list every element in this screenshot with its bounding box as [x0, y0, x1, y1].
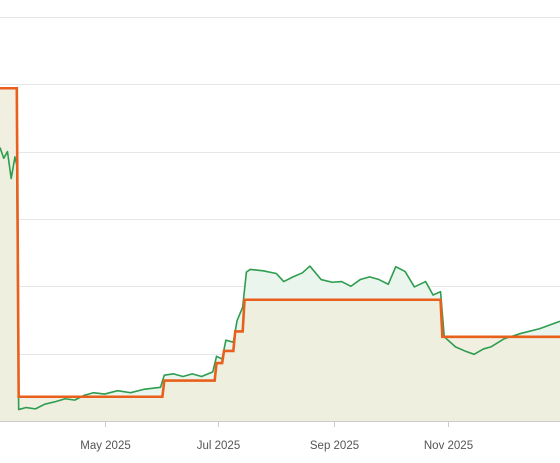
series-areas — [0, 88, 560, 422]
series-lines — [0, 86, 560, 411]
noisy-series-line — [0, 147, 560, 411]
x-tick-label-3: Sep 2025 — [310, 440, 359, 452]
x-tick-label-2: Jul 2025 — [197, 440, 240, 452]
x-tick-label-4: Nov 2025 — [424, 440, 473, 452]
stepped-series-line — [0, 86, 560, 399]
x-tick-label-1: May 2025 — [80, 440, 131, 452]
x-axis: May 2025 Jul 2025 Sep 2025 Nov 2025 — [0, 421, 560, 452]
stepped-series-area — [0, 88, 560, 422]
